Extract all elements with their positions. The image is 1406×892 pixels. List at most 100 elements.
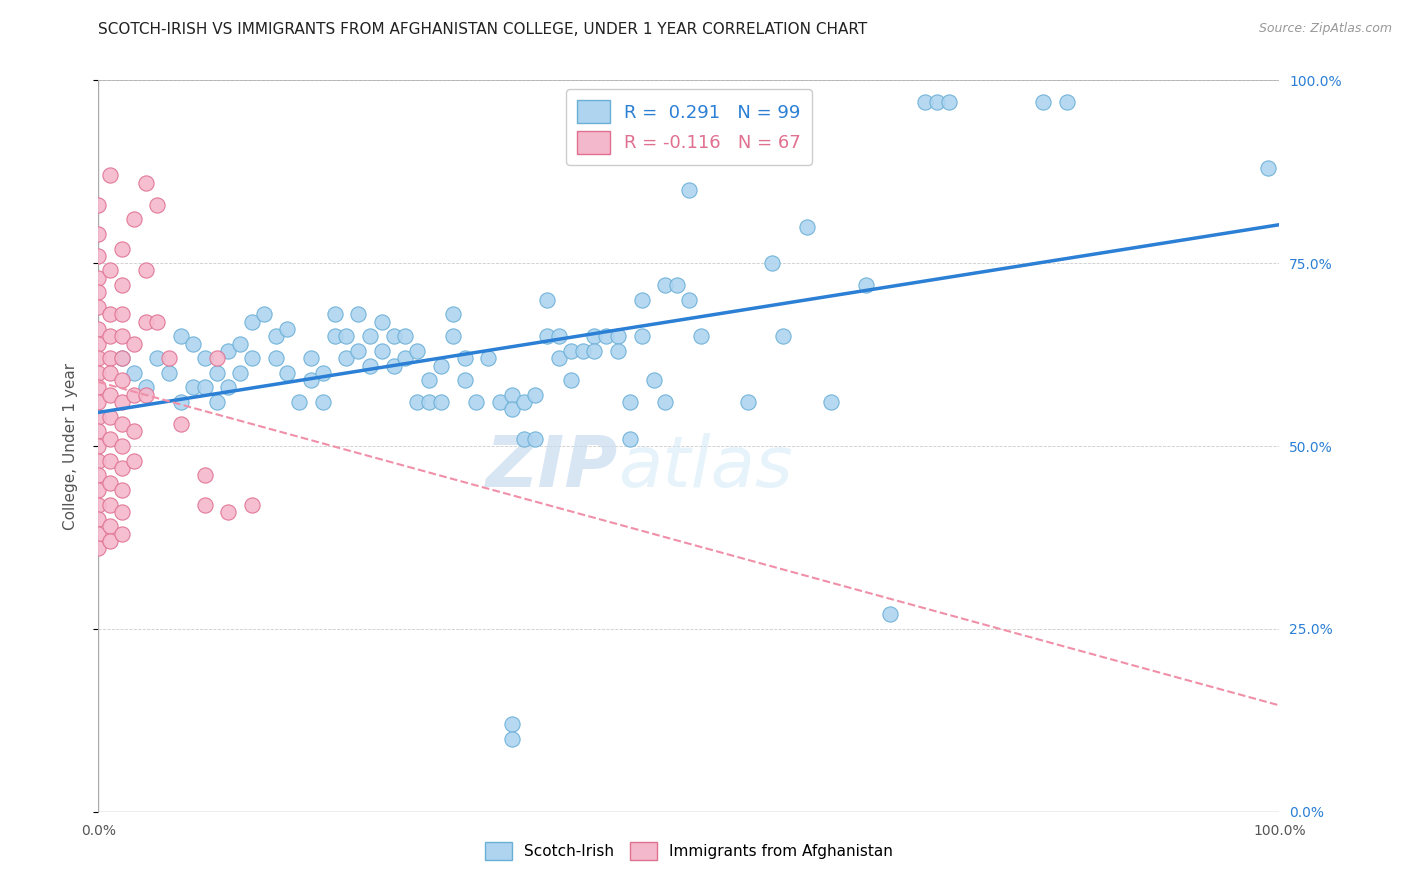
- Point: [925, 95, 948, 110]
- Point: [430, 359, 453, 373]
- Legend: Scotch-Irish, Immigrants from Afghanistan: Scotch-Irish, Immigrants from Afghanista…: [478, 837, 900, 866]
- Point: [229, 336, 252, 351]
- Point: [477, 351, 499, 366]
- Point: [87, 483, 110, 497]
- Point: [135, 263, 157, 277]
- Point: [501, 731, 523, 746]
- Point: [1257, 161, 1279, 175]
- Point: [111, 483, 134, 497]
- Point: [441, 307, 464, 321]
- Point: [536, 329, 558, 343]
- Point: [501, 717, 523, 731]
- Point: [122, 366, 145, 380]
- Point: [524, 432, 547, 446]
- Point: [87, 453, 110, 467]
- Point: [98, 534, 121, 549]
- Point: [394, 329, 416, 343]
- Point: [323, 329, 346, 343]
- Point: [205, 351, 228, 366]
- Point: [820, 395, 842, 409]
- Point: [335, 351, 357, 366]
- Point: [87, 197, 110, 211]
- Point: [560, 373, 582, 387]
- Point: [489, 395, 512, 409]
- Point: [312, 395, 335, 409]
- Point: [441, 329, 464, 343]
- Point: [87, 395, 110, 409]
- Point: [689, 329, 711, 343]
- Point: [583, 343, 606, 358]
- Point: [87, 512, 110, 526]
- Point: [170, 329, 193, 343]
- Text: atlas: atlas: [619, 434, 793, 502]
- Point: [111, 242, 134, 256]
- Point: [87, 468, 110, 483]
- Point: [122, 212, 145, 227]
- Point: [111, 351, 134, 366]
- Point: [205, 366, 228, 380]
- Point: [98, 366, 121, 380]
- Point: [630, 329, 652, 343]
- Point: [914, 95, 936, 110]
- Point: [87, 336, 110, 351]
- Point: [312, 366, 335, 380]
- Point: [87, 409, 110, 424]
- Point: [98, 388, 121, 402]
- Point: [170, 395, 193, 409]
- Point: [630, 293, 652, 307]
- Point: [111, 373, 134, 387]
- Point: [359, 329, 381, 343]
- Point: [406, 343, 429, 358]
- Point: [453, 351, 475, 366]
- Point: [1056, 95, 1078, 110]
- Point: [548, 351, 571, 366]
- Point: [122, 388, 145, 402]
- Point: [87, 526, 110, 541]
- Point: [299, 373, 322, 387]
- Point: [194, 468, 217, 483]
- Point: [194, 380, 217, 394]
- Point: [87, 351, 110, 366]
- Point: [501, 388, 523, 402]
- Point: [111, 351, 134, 366]
- Point: [1032, 95, 1054, 110]
- Point: [264, 351, 287, 366]
- Point: [666, 278, 689, 293]
- Point: [938, 95, 960, 110]
- Point: [122, 425, 145, 439]
- Point: [181, 336, 204, 351]
- Point: [548, 329, 571, 343]
- Point: [264, 329, 287, 343]
- Point: [87, 322, 110, 336]
- Point: [98, 519, 121, 533]
- Point: [98, 409, 121, 424]
- Point: [643, 373, 665, 387]
- Text: ZIP: ZIP: [486, 434, 619, 502]
- Point: [194, 351, 217, 366]
- Text: SCOTCH-IRISH VS IMMIGRANTS FROM AFGHANISTAN COLLEGE, UNDER 1 YEAR CORRELATION CH: SCOTCH-IRISH VS IMMIGRANTS FROM AFGHANIS…: [98, 22, 868, 37]
- Point: [194, 498, 217, 512]
- Point: [430, 395, 453, 409]
- Point: [571, 343, 593, 358]
- Point: [135, 388, 157, 402]
- Point: [146, 197, 169, 211]
- Point: [524, 388, 547, 402]
- Point: [87, 380, 110, 394]
- Point: [205, 395, 228, 409]
- Point: [87, 439, 110, 453]
- Point: [299, 351, 322, 366]
- Point: [347, 343, 370, 358]
- Point: [98, 453, 121, 467]
- Point: [98, 432, 121, 446]
- Point: [347, 307, 370, 321]
- Text: Source: ZipAtlas.com: Source: ZipAtlas.com: [1258, 22, 1392, 36]
- Point: [111, 439, 134, 453]
- Point: [87, 541, 110, 556]
- Point: [217, 343, 239, 358]
- Point: [229, 366, 252, 380]
- Point: [135, 380, 157, 394]
- Point: [607, 329, 630, 343]
- Point: [678, 183, 700, 197]
- Point: [217, 380, 239, 394]
- Point: [87, 366, 110, 380]
